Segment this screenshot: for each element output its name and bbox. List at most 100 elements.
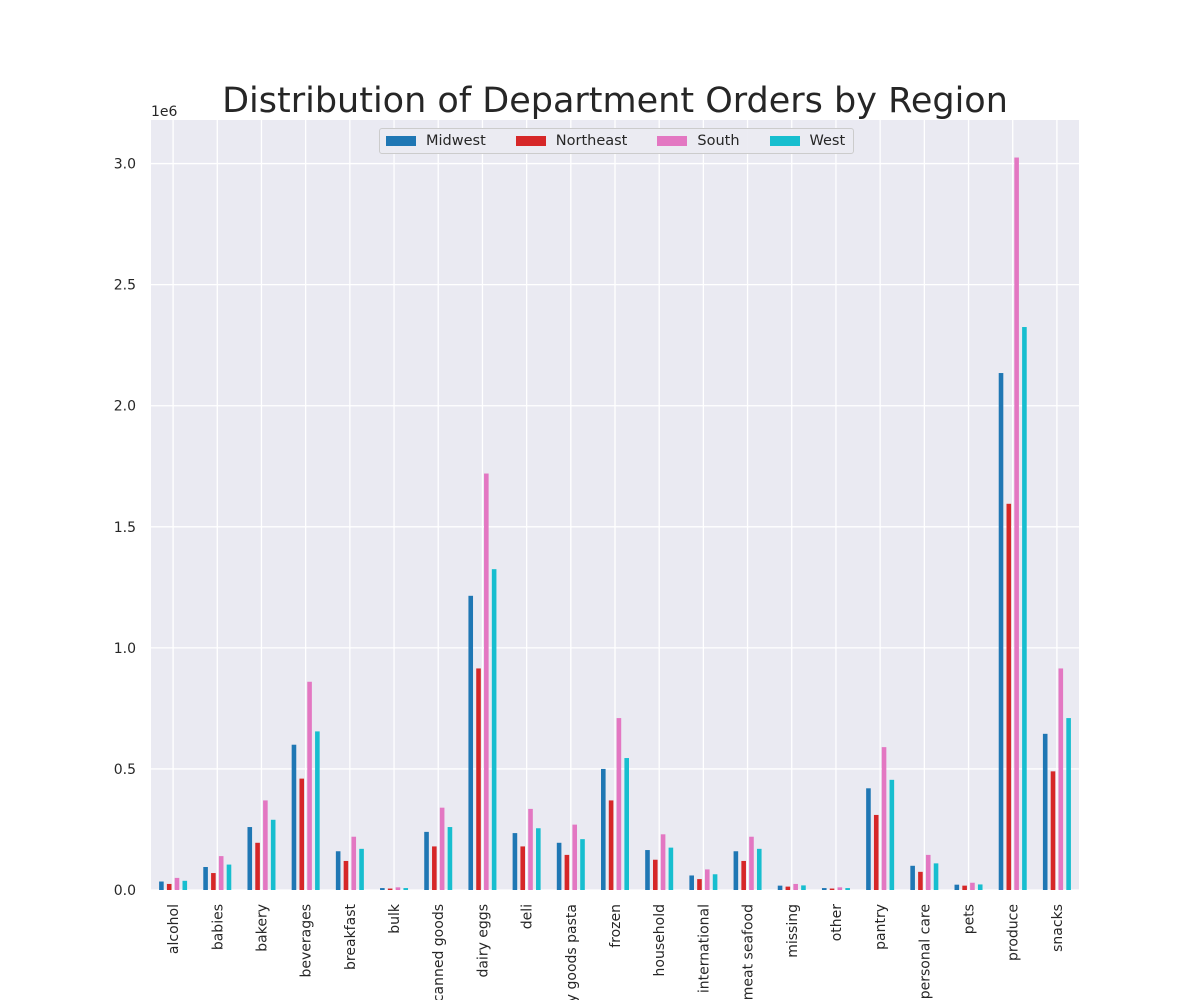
bar-west-pantry bbox=[889, 779, 895, 890]
bar-south-personal-care bbox=[925, 854, 931, 890]
x-tick-label: pets bbox=[962, 904, 978, 934]
bar-layer bbox=[159, 157, 1071, 891]
bar-northeast-frozen bbox=[608, 800, 614, 890]
bar-west-breakfast bbox=[359, 848, 364, 890]
bar-northeast-pets bbox=[962, 885, 967, 890]
bar-west-snacks bbox=[1066, 718, 1071, 890]
bar-midwest-frozen bbox=[601, 768, 606, 890]
bar-northeast-international bbox=[697, 879, 702, 890]
bar-northeast-pantry bbox=[873, 814, 879, 890]
bar-northeast-missing bbox=[785, 886, 791, 890]
bar-west-alcohol bbox=[182, 880, 188, 890]
bar-northeast-dairy-eggs bbox=[476, 668, 481, 890]
x-tick-label: bakery bbox=[254, 904, 270, 952]
x-tick-label: dry goods pasta bbox=[564, 904, 580, 1000]
bar-midwest-missing bbox=[777, 885, 783, 890]
x-tick-label: pantry bbox=[873, 904, 889, 950]
y-tick-label: 0.5 bbox=[114, 762, 136, 778]
bar-south-household bbox=[660, 834, 666, 890]
bar-midwest-pantry bbox=[866, 788, 871, 890]
y-tick-label: 1.0 bbox=[114, 641, 136, 657]
bar-west-babies bbox=[226, 864, 232, 890]
bar-west-other bbox=[845, 888, 850, 890]
legend-label: Northeast bbox=[555, 133, 628, 149]
bar-northeast-household bbox=[652, 859, 658, 890]
x-tick-label: household bbox=[652, 904, 668, 976]
bar-midwest-meat-seafood bbox=[733, 851, 739, 890]
bar-west-deli bbox=[536, 828, 541, 890]
bar-west-dry-goods-pasta bbox=[580, 839, 585, 890]
y-tick-label: 2.0 bbox=[114, 399, 136, 415]
y-tick-label: 3.0 bbox=[114, 157, 136, 173]
bar-northeast-dry-goods-pasta bbox=[564, 854, 570, 890]
bar-midwest-beverages bbox=[291, 744, 297, 890]
bar-south-dairy-eggs bbox=[484, 473, 489, 890]
y-tick-label: 2.5 bbox=[114, 278, 136, 294]
x-tick-label: bulk bbox=[387, 903, 403, 934]
y-multiplier-label: 1e6 bbox=[151, 104, 178, 120]
legend-swatch bbox=[769, 136, 800, 146]
chart-title: Distribution of Department Orders by Reg… bbox=[222, 81, 1008, 121]
legend-entry-west: West bbox=[769, 133, 846, 149]
bar-northeast-snacks bbox=[1050, 771, 1056, 890]
bar-northeast-breakfast bbox=[343, 860, 349, 890]
y-tick-labels: 0.0 0.5 1.0 1.5 2.0 2.5 3.0 bbox=[114, 157, 136, 899]
x-tick-label: alcohol bbox=[166, 904, 182, 954]
legend-swatch bbox=[386, 136, 416, 146]
bar-south-deli bbox=[528, 808, 533, 890]
x-tick-label: frozen bbox=[608, 904, 624, 948]
y-tick-label: 1.5 bbox=[114, 520, 136, 536]
x-tick-label: personal care bbox=[917, 904, 933, 999]
x-tick-label: meat seafood bbox=[741, 904, 757, 1000]
bar-south-missing bbox=[793, 883, 798, 890]
bar-northeast-other bbox=[829, 888, 835, 890]
bar-south-bulk bbox=[395, 887, 401, 890]
bar-midwest-pets bbox=[954, 884, 960, 890]
bar-midwest-breakfast bbox=[335, 851, 341, 890]
bar-west-produce bbox=[1022, 327, 1027, 890]
x-tick-label: produce bbox=[1006, 904, 1022, 961]
bar-northeast-meat-seafood bbox=[741, 860, 746, 890]
x-tick-label: breakfast bbox=[343, 904, 359, 970]
x-tick-label: canned goods bbox=[431, 904, 447, 1000]
legend-swatch bbox=[657, 136, 688, 146]
legend-swatch bbox=[515, 136, 546, 146]
bar-midwest-international bbox=[689, 875, 694, 890]
legend-entry-south: South bbox=[657, 133, 740, 149]
bar-west-bakery bbox=[270, 819, 276, 890]
bar-midwest-bakery bbox=[247, 827, 253, 890]
legend-entry-midwest: Midwest bbox=[386, 133, 486, 149]
bar-west-personal-care bbox=[933, 863, 939, 890]
bar-south-other bbox=[837, 887, 843, 890]
bar-west-beverages bbox=[315, 731, 320, 890]
bar-south-bakery bbox=[263, 800, 268, 890]
x-tick-label: other bbox=[829, 904, 845, 942]
bar-northeast-alcohol bbox=[166, 883, 172, 890]
bar-northeast-babies bbox=[211, 873, 216, 890]
x-tick-label: beverages bbox=[299, 904, 315, 978]
bar-midwest-dairy-eggs bbox=[468, 595, 474, 890]
bar-south-international bbox=[704, 869, 710, 890]
bar-west-international bbox=[712, 874, 718, 890]
bar-south-pets bbox=[970, 882, 975, 890]
legend: Midwest Northeast South West bbox=[379, 128, 855, 154]
bar-south-canned-goods bbox=[439, 807, 445, 890]
x-tick-labels: alcohol babies bakery beverages breakfast bul… bbox=[166, 903, 1066, 1004]
y-tick-label: 0.0 bbox=[114, 883, 136, 899]
bar-south-beverages bbox=[307, 681, 312, 890]
bar-south-babies bbox=[218, 856, 224, 890]
bar-midwest-dry-goods-pasta bbox=[556, 842, 562, 890]
bar-midwest-other bbox=[821, 888, 827, 890]
bar-midwest-snacks bbox=[1042, 733, 1048, 890]
bar-west-meat-seafood bbox=[756, 848, 762, 890]
bar-midwest-produce bbox=[998, 373, 1004, 891]
grid-layer bbox=[151, 120, 1079, 891]
x-tick-label: babies bbox=[210, 904, 226, 950]
bar-south-pantry bbox=[881, 747, 887, 890]
legend-label: Midwest bbox=[426, 133, 486, 149]
bar-northeast-canned-goods bbox=[432, 846, 437, 890]
bar-midwest-canned-goods bbox=[424, 831, 429, 890]
legend-label: West bbox=[809, 133, 846, 149]
